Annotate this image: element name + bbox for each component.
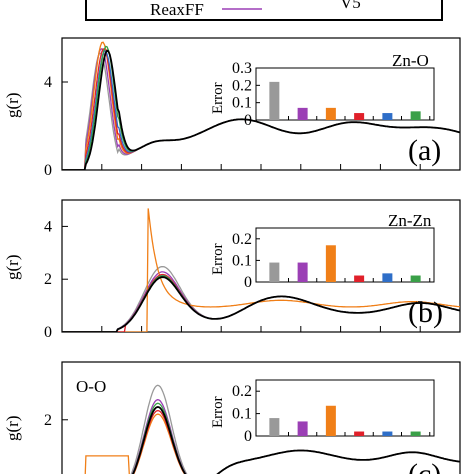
inset-bar-3 [354, 275, 365, 282]
legend-frame [85, 0, 443, 21]
series-line-4 [62, 275, 460, 332]
y-tick-label: 0 [44, 324, 52, 341]
inset-bar-2 [325, 405, 336, 436]
series-line-5 [62, 275, 460, 332]
inset-bar-5 [410, 111, 421, 120]
panels: 04g(r)Zn-O(a)00.10.20.3Error024g(r)Zn-Zn… [3, 37, 461, 474]
inset-y-tick-label: 0.1 [232, 252, 252, 269]
panel-label: (a) [408, 134, 441, 167]
inset-y-tick-label: 0 [244, 112, 252, 129]
inset-y-tick-label: 0.2 [232, 77, 252, 94]
inset-y-tick-label: 0.2 [232, 231, 252, 248]
inset-bar-3 [354, 431, 365, 436]
y-axis-label: g(r) [3, 93, 22, 118]
inset-frame [255, 379, 435, 437]
inset-frame [255, 67, 435, 121]
series-line-6 [62, 276, 460, 332]
series-line-2 [62, 208, 460, 332]
panel-label: (b) [408, 296, 443, 329]
panel-title: Zn-O [392, 51, 429, 70]
plot-frame [61, 361, 461, 474]
inset-bar-chart: 0 0.1 0.2 Error [210, 379, 435, 445]
y-tick-label: 2 [44, 271, 52, 288]
inset-bar-1 [297, 421, 308, 436]
inset-frame [255, 227, 435, 283]
inset-bar-4 [382, 431, 393, 436]
series-line-3 [62, 273, 460, 332]
y-tick-label: 4 [44, 74, 52, 91]
inset-bar-5 [410, 431, 421, 436]
inset-bar-chart: 0 0.1 0.2 Error [210, 227, 435, 291]
y-axis-label: g(r) [3, 416, 22, 441]
y-axis-label: g(r) [3, 255, 22, 280]
series-line-6 [132, 406, 460, 474]
panel-2: 2 g(r) O-O (c) 0 0.1 0.2 Error [3, 361, 461, 474]
inset-bar-4 [382, 113, 393, 120]
panel-1: 0 2 4 g(r) Zn-Zn (b) 0 0.1 0.2 Error [3, 199, 461, 341]
panel-title: Zn-Zn [388, 211, 432, 230]
series-group [62, 208, 460, 332]
panel-label: (c) [408, 458, 441, 474]
legend-label-v5: V5 [340, 0, 361, 12]
inset-bar-3 [354, 113, 365, 120]
inset-bar-0 [269, 81, 280, 120]
inset-y-tick-label: 0 [244, 274, 252, 291]
inset-y-tick-label: 0.2 [232, 383, 252, 400]
inset-y-tick-label: 0.1 [232, 406, 252, 423]
inset-y-tick-label: 0.3 [232, 60, 252, 77]
inset-bar-5 [410, 275, 421, 282]
legend-label-reaxff: ReaxFF [150, 0, 204, 19]
inset-y-axis-label: Error [210, 82, 226, 114]
legend: ReaxFF V5 [85, 0, 443, 21]
inset-bar-1 [297, 107, 308, 120]
y-tick-label: 2 [44, 412, 52, 429]
inset-y-axis-label: Error [210, 396, 226, 428]
inset-y-tick-label: 0 [244, 428, 252, 445]
inset-bar-0 [269, 262, 280, 282]
series-group [62, 41, 460, 170]
inset-bar-1 [297, 262, 308, 282]
inset-bar-2 [325, 245, 336, 282]
inset-y-axis-label: Error [210, 243, 226, 275]
inset-y-tick-label: 0.1 [232, 95, 252, 112]
inset-bar-chart: 00.10.20.3 Error [210, 60, 435, 129]
series-group [84, 384, 460, 474]
inset-bar-2 [325, 107, 336, 120]
inset-bar-0 [269, 418, 280, 436]
panel-title: O-O [76, 377, 106, 396]
y-tick-label: 0 [44, 162, 52, 179]
inset-bar-4 [382, 273, 393, 282]
series-line-6 [62, 49, 460, 170]
y-tick-label: 4 [44, 218, 52, 235]
